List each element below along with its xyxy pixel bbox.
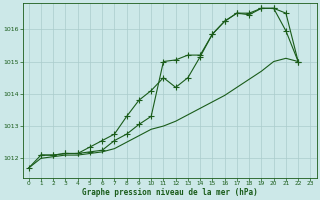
X-axis label: Graphe pression niveau de la mer (hPa): Graphe pression niveau de la mer (hPa) (82, 188, 257, 197)
